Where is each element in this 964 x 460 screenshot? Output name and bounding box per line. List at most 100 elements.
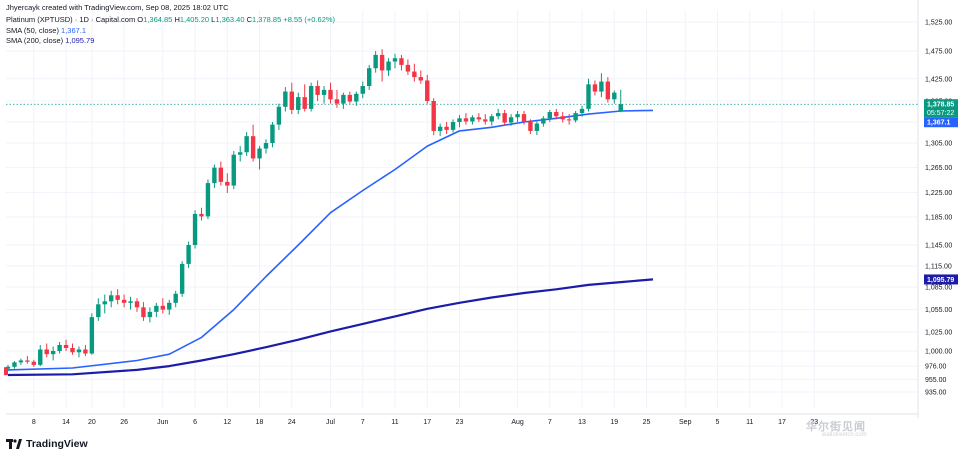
candle-body[interactable]: [560, 116, 565, 120]
candle-body[interactable]: [154, 305, 159, 312]
candle-body[interactable]: [115, 295, 120, 300]
sma50-legend[interactable]: SMA (50, close) 1,367.1: [6, 26, 86, 36]
candle-body[interactable]: [476, 117, 482, 120]
candle-body[interactable]: [179, 263, 185, 294]
candle-body[interactable]: [296, 97, 301, 110]
candle-body[interactable]: [521, 114, 527, 122]
candle-body[interactable]: [308, 86, 314, 109]
candle-body[interactable]: [218, 167, 224, 182]
candle-body[interactable]: [405, 64, 411, 72]
candle-body[interactable]: [431, 101, 436, 131]
candle-body[interactable]: [547, 112, 552, 119]
candle-body[interactable]: [367, 68, 372, 86]
candle-body[interactable]: [554, 112, 559, 117]
candle-body[interactable]: [599, 81, 604, 92]
candle-body[interactable]: [534, 123, 540, 131]
candle-body[interactable]: [566, 119, 572, 121]
candle-body[interactable]: [328, 89, 333, 100]
candle-body[interactable]: [270, 124, 275, 143]
candle-body[interactable]: [605, 81, 611, 100]
candle-body[interactable]: [592, 84, 598, 92]
candle-body[interactable]: [38, 349, 43, 365]
candle-body[interactable]: [418, 77, 423, 81]
candle-body[interactable]: [586, 84, 591, 109]
candle-body[interactable]: [186, 245, 191, 264]
candle-body[interactable]: [341, 94, 346, 104]
candle-body[interactable]: [257, 148, 262, 159]
candle-body[interactable]: [160, 305, 165, 310]
candle-body[interactable]: [147, 311, 153, 318]
candle-body[interactable]: [289, 91, 294, 110]
candle-body[interactable]: [457, 118, 462, 122]
candle-body[interactable]: [354, 93, 359, 102]
candle-body[interactable]: [212, 167, 217, 184]
candle-body[interactable]: [437, 126, 443, 131]
candle-body[interactable]: [379, 54, 385, 71]
candle-body[interactable]: [392, 58, 398, 62]
candle-body[interactable]: [386, 61, 391, 71]
candle-body[interactable]: [496, 113, 501, 117]
candle-body[interactable]: [334, 99, 340, 104]
sma200-legend[interactable]: SMA (200, close) 1,095.79: [6, 36, 94, 46]
candle-body[interactable]: [18, 360, 24, 363]
candle-body[interactable]: [250, 136, 256, 159]
candle-body[interactable]: [141, 307, 146, 318]
candle-body[interactable]: [502, 113, 507, 123]
candle-body[interactable]: [612, 92, 617, 100]
candle-body[interactable]: [412, 71, 417, 78]
candle-body[interactable]: [205, 183, 211, 217]
candle-body[interactable]: [102, 301, 107, 305]
candle-body[interactable]: [470, 117, 475, 122]
candle-body[interactable]: [450, 122, 456, 130]
candle-body[interactable]: [315, 86, 320, 95]
candle-body[interactable]: [192, 213, 198, 245]
candle-body[interactable]: [618, 104, 623, 112]
candle-body[interactable]: [109, 295, 114, 302]
candle-body[interactable]: [44, 349, 49, 355]
candle-body[interactable]: [12, 362, 17, 367]
candle-body[interactable]: [238, 152, 243, 155]
candle-body[interactable]: [225, 181, 230, 186]
candle-body[interactable]: [199, 213, 204, 217]
candle-body[interactable]: [57, 344, 62, 351]
candle-body[interactable]: [373, 54, 378, 69]
symbol-legend[interactable]: Platinum (XPTUSD) · 1D · Capital.com O1,…: [6, 15, 335, 25]
candle-body[interactable]: [63, 344, 69, 348]
candle-body[interactable]: [515, 114, 520, 118]
candle-body[interactable]: [463, 118, 469, 122]
candle-body[interactable]: [25, 360, 30, 362]
candle-body[interactable]: [89, 317, 95, 354]
candle-body[interactable]: [31, 361, 36, 365]
candle-body[interactable]: [76, 349, 82, 353]
candle-body[interactable]: [263, 143, 269, 149]
candle-body[interactable]: [50, 351, 56, 355]
candle-body[interactable]: [508, 117, 514, 123]
candle-body[interactable]: [283, 91, 288, 107]
candle-body[interactable]: [579, 108, 585, 114]
candle-body[interactable]: [231, 154, 236, 186]
candle-body[interactable]: [489, 116, 494, 122]
tradingview-logo[interactable]: TradingView: [6, 438, 88, 450]
candle-body[interactable]: [347, 94, 353, 102]
candle-body[interactable]: [399, 58, 404, 65]
candle-body[interactable]: [528, 122, 533, 131]
candle-body[interactable]: [134, 301, 140, 308]
candle-body[interactable]: [573, 113, 578, 121]
candle-body[interactable]: [302, 97, 307, 109]
candle-body[interactable]: [483, 119, 488, 122]
candle-body[interactable]: [360, 86, 365, 94]
candle-body[interactable]: [321, 89, 327, 95]
candle-body[interactable]: [167, 302, 172, 310]
candle-body[interactable]: [541, 118, 546, 124]
candle-body[interactable]: [173, 293, 178, 303]
candle-body[interactable]: [425, 80, 430, 101]
candle-body[interactable]: [70, 347, 75, 353]
candle-body[interactable]: [244, 136, 249, 153]
candle-body[interactable]: [96, 304, 101, 318]
candle-body[interactable]: [121, 299, 127, 303]
candle-body[interactable]: [83, 349, 88, 354]
candle-body[interactable]: [444, 126, 449, 130]
candle-body[interactable]: [128, 301, 133, 303]
candle-body[interactable]: [276, 106, 282, 125]
